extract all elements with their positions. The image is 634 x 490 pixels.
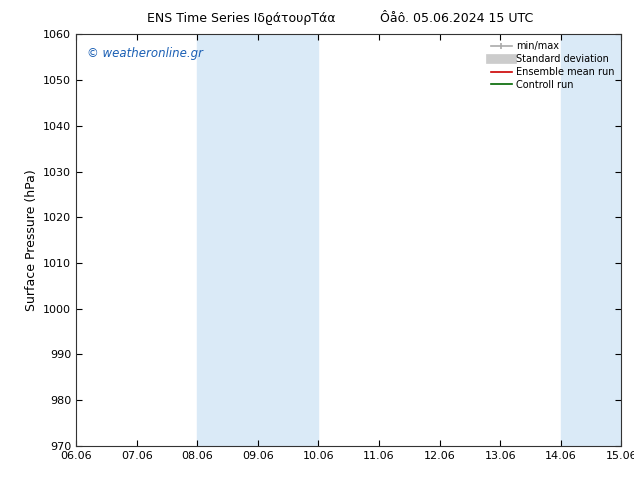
Text: ENS Time Series ΙδϱάτουρΤάα: ENS Time Series ΙδϱάτουρΤάα [146,12,335,25]
Text: Ôåô. 05.06.2024 15 UTC: Ôåô. 05.06.2024 15 UTC [380,12,533,25]
Text: © weatheronline.gr: © weatheronline.gr [87,47,203,60]
Bar [197,34,318,446]
Legend: min/max, Standard deviation, Ensemble mean run, Controll run: min/max, Standard deviation, Ensemble me… [487,37,618,94]
Y-axis label: Surface Pressure (hPa): Surface Pressure (hPa) [25,169,37,311]
Bar [560,34,621,446]
